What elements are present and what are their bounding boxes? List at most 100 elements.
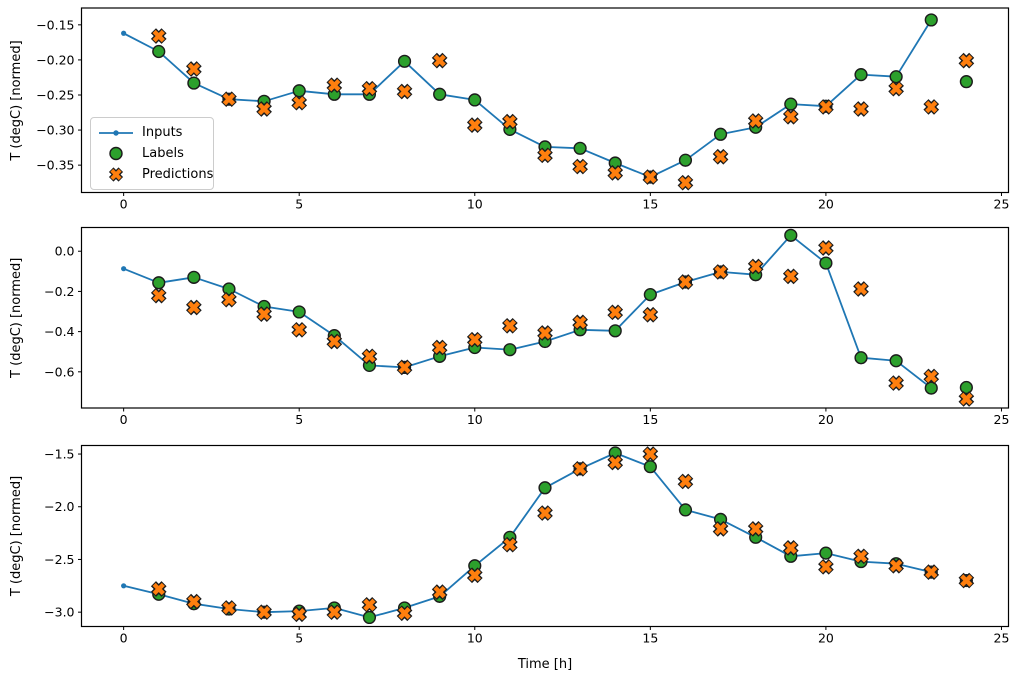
prediction-x-marker xyxy=(572,460,588,477)
axes-frame xyxy=(80,226,1010,409)
prediction-x-marker xyxy=(712,148,729,165)
x-tick-label: 25 xyxy=(994,197,1010,212)
label-circle-marker xyxy=(959,75,973,89)
inputs-line xyxy=(123,234,932,389)
prediction-x-marker xyxy=(502,113,518,130)
label-circle-marker xyxy=(397,54,412,68)
label-circle-marker xyxy=(959,380,973,395)
prediction-x-marker xyxy=(747,521,764,537)
xlabel: Time [h] xyxy=(517,657,572,672)
prediction-x-marker xyxy=(502,536,518,553)
label-circle-marker xyxy=(643,460,657,474)
label-circle-marker xyxy=(924,13,938,27)
prediction-x-marker xyxy=(431,339,448,356)
predictions-x-icon xyxy=(98,166,134,183)
prediction-x-marker xyxy=(958,52,975,69)
prediction-x-marker xyxy=(923,99,940,115)
label-circle-marker xyxy=(222,282,236,296)
x-tick-label: 15 xyxy=(642,197,658,212)
prediction-x-marker xyxy=(396,359,413,376)
axes-frame xyxy=(80,7,1010,194)
prediction-x-marker xyxy=(186,61,202,77)
x-tick-label: 20 xyxy=(818,197,834,212)
subplot-1: 0 5 10 15 20 25 −0.15 −0.20 −0.25 −0.30 −0.35 xyxy=(36,7,1010,212)
prediction-x-marker xyxy=(221,600,237,616)
prediction-x-marker xyxy=(888,557,904,574)
label-circle-marker xyxy=(433,87,447,101)
prediction-x-marker xyxy=(256,604,272,621)
prediction-x-marker xyxy=(326,77,343,94)
y-tick-label: −0.20 xyxy=(36,52,74,67)
prediction-x-marker xyxy=(291,321,308,338)
prediction-x-marker xyxy=(466,567,483,584)
prediction-x-marker xyxy=(537,325,553,341)
prediction-x-marker xyxy=(186,593,202,610)
inputs-line xyxy=(123,19,933,178)
prediction-x-marker xyxy=(150,581,167,597)
prediction-x-marker xyxy=(361,348,378,365)
label-circle-marker xyxy=(678,153,693,167)
prediction-x-marker xyxy=(572,158,588,175)
prediction-x-marker xyxy=(361,80,378,97)
label-circle-marker xyxy=(854,351,868,365)
prediction-x-marker xyxy=(326,604,343,621)
y-tick-label: −0.4 xyxy=(44,324,74,339)
label-circle-marker xyxy=(608,324,622,338)
legend-item-inputs: Inputs xyxy=(98,122,207,143)
predictions-series xyxy=(150,446,975,623)
label-circle-marker xyxy=(924,381,938,395)
label-circle-marker xyxy=(784,228,798,242)
inputs-series xyxy=(121,232,934,391)
label-circle-marker xyxy=(643,288,657,302)
prediction-x-marker xyxy=(888,80,904,97)
x-tick-label: 15 xyxy=(642,412,658,427)
y-tick-label: −0.35 xyxy=(36,158,74,173)
ylabel-subplot-1: T (degC) [normed] xyxy=(9,40,24,161)
prediction-x-marker xyxy=(642,306,659,323)
prediction-x-marker xyxy=(782,540,799,556)
legend-item-predictions: Predictions xyxy=(98,164,213,185)
prediction-x-marker xyxy=(712,521,729,537)
x-tick-label: 20 xyxy=(818,412,834,427)
prediction-x-marker xyxy=(818,558,834,575)
label-circle-marker xyxy=(713,127,728,141)
label-circle-marker xyxy=(152,44,166,59)
label-circle-marker xyxy=(889,354,903,368)
prediction-x-marker xyxy=(186,299,202,316)
ylabel-subplot-2: T (degC) [normed] xyxy=(9,258,24,379)
prediction-x-marker xyxy=(607,304,624,321)
prediction-x-marker xyxy=(853,281,869,297)
prediction-x-marker xyxy=(923,564,940,580)
y-tick-label: −1.5 xyxy=(44,447,74,462)
predictions-series xyxy=(150,28,975,191)
label-circle-marker xyxy=(854,68,868,82)
prediction-x-marker xyxy=(818,240,834,256)
y-tick-label: −0.15 xyxy=(36,17,74,32)
x-tick-label: 10 xyxy=(467,197,483,212)
y-tick-label: −2.0 xyxy=(44,499,74,514)
label-circle-marker xyxy=(292,305,306,319)
ticks-subplot-2: 0 5 10 15 20 25 0.0 −0.2 −0.4 −0.6 xyxy=(44,244,1009,427)
prediction-x-marker xyxy=(466,117,483,133)
prediction-x-marker xyxy=(291,94,308,111)
x-tick-label: 0 xyxy=(120,412,128,427)
y-tick-label: 0.0 xyxy=(55,244,75,259)
prediction-x-marker xyxy=(572,314,588,331)
prediction-x-marker xyxy=(150,28,167,44)
label-circle-marker xyxy=(468,93,482,107)
inputs-series xyxy=(121,17,934,180)
prediction-x-marker xyxy=(150,287,167,304)
input-dot-marker xyxy=(121,583,127,589)
prediction-x-marker xyxy=(818,99,834,115)
x-tick-label: 10 xyxy=(467,631,483,646)
label-circle-marker xyxy=(784,97,798,111)
legend-label-inputs: Inputs xyxy=(142,125,183,140)
x-tick-label: 15 xyxy=(642,631,658,646)
prediction-x-marker xyxy=(923,368,940,385)
prediction-x-marker xyxy=(291,606,308,623)
y-tick-label: −0.2 xyxy=(44,284,74,299)
y-tick-label: −0.25 xyxy=(36,87,74,102)
prediction-x-marker xyxy=(502,317,518,334)
prediction-x-marker xyxy=(958,572,975,589)
prediction-x-marker xyxy=(782,268,799,285)
